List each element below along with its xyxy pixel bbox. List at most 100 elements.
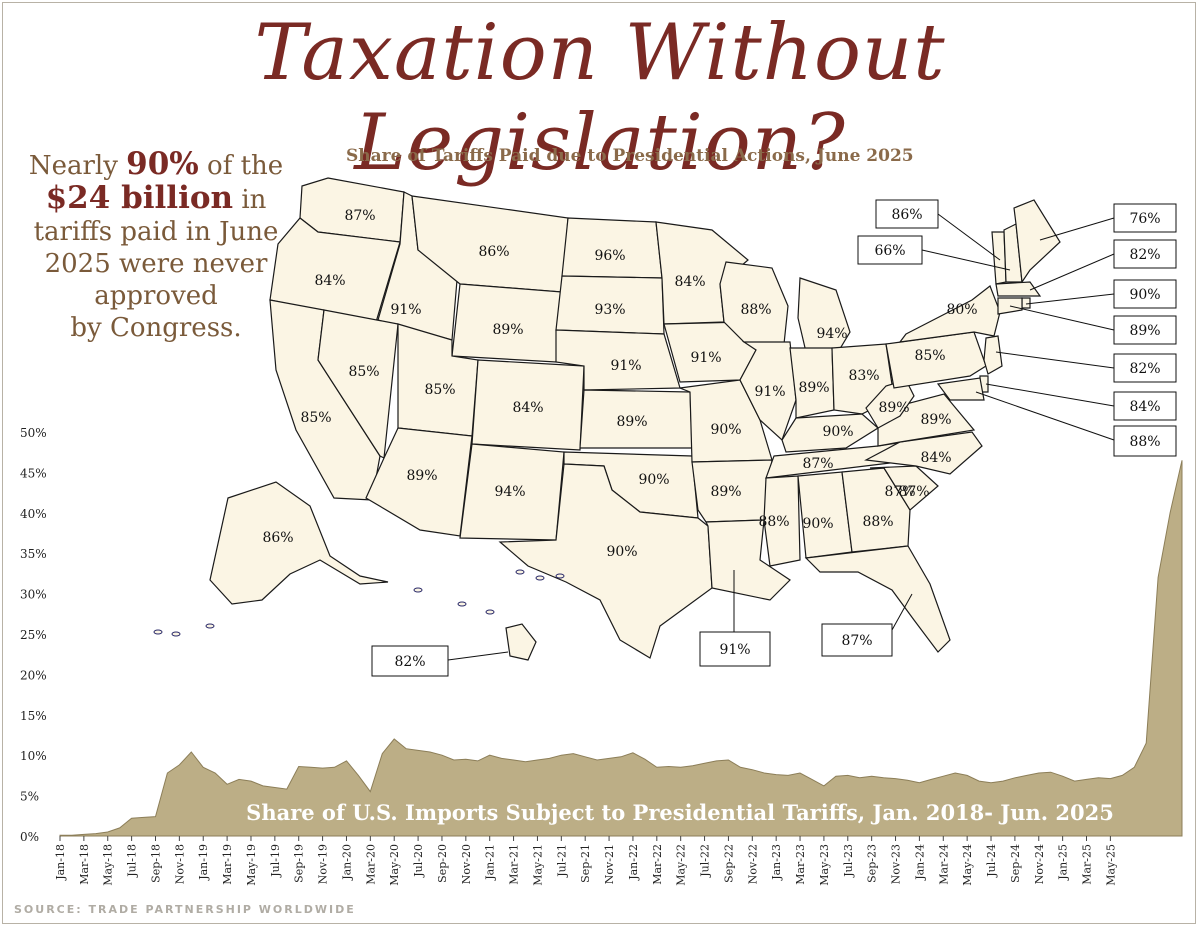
state-in [789, 347, 835, 419]
value-box-md [1113, 425, 1177, 457]
state-co [471, 359, 585, 451]
island-shape [485, 609, 495, 615]
state-value-tn: 87% [802, 456, 833, 472]
state-value-nm: 94% [494, 484, 525, 500]
island-shape [515, 569, 525, 575]
value-box-nh [857, 235, 923, 265]
island-shape [205, 623, 215, 629]
callout-line1-bold: 90% [126, 146, 199, 182]
state-value-ia: 91% [690, 350, 721, 366]
leader-line-ri [1025, 293, 1115, 305]
page-title: Taxation Without Legislation? [254, 8, 946, 188]
state-value-va: 89% [920, 412, 951, 428]
state-value-pa: 85% [914, 348, 945, 364]
state-value-me: 76% [1129, 211, 1160, 227]
state-me [1013, 199, 1061, 284]
state-value-oh: 83% [848, 368, 879, 384]
state-value-co: 84% [512, 400, 543, 416]
state-hi [505, 623, 537, 661]
state-value-ga: 88% [862, 514, 893, 530]
state-value-az: 89% [406, 468, 437, 484]
callout-line2-bold: $24 billion [45, 180, 234, 216]
callout-line1-pre: Nearly [28, 151, 127, 181]
callout-line1-post: of the [198, 151, 284, 181]
callout-line4: 2025 were never [44, 249, 268, 279]
state-value-fl: 87% [841, 633, 872, 649]
state-value-in: 89% [798, 380, 829, 396]
state-value-ut: 85% [424, 382, 455, 398]
leader-line-ct [1009, 305, 1115, 331]
value-box-de [1113, 391, 1177, 421]
state-ri [1021, 297, 1031, 309]
state-ky [781, 413, 880, 453]
state-value-ak: 86% [262, 530, 293, 546]
state-value-ky: 90% [822, 424, 853, 440]
state-value-la: 91% [719, 642, 750, 658]
state-value-nv: 85% [348, 364, 379, 380]
state-value-mn: 84% [674, 274, 705, 290]
state-value-vt: 86% [891, 207, 922, 223]
state-value-al: 90% [802, 516, 833, 532]
leader-line-md [975, 391, 1115, 441]
island-shape [457, 601, 467, 607]
state-value-mi: 94% [816, 326, 847, 342]
state-ny [898, 285, 1001, 343]
leader-line-me [1039, 217, 1115, 241]
state-value-wi: 88% [740, 302, 771, 318]
leader-line-hi [447, 651, 509, 661]
state-value-sd: 93% [594, 302, 625, 318]
island-shape [535, 575, 545, 581]
value-box-ct [1113, 315, 1177, 345]
leader-line-vt [937, 213, 1001, 261]
leader-line-ma [1029, 253, 1115, 291]
callout-line3: tariffs paid in June [33, 217, 279, 247]
state-value-ri: 90% [1129, 287, 1160, 303]
state-value-nc: 84% [920, 450, 951, 466]
state-value-ks: 89% [616, 414, 647, 430]
state-value-wa: 87% [344, 208, 375, 224]
state-wv [865, 379, 915, 429]
state-value-ok: 90% [638, 472, 669, 488]
state-value-wv: 89% [878, 400, 909, 416]
state-md [936, 377, 985, 401]
state-value-mo: 90% [710, 422, 741, 438]
state-value-ne: 91% [610, 358, 641, 374]
state-nj [983, 335, 1003, 375]
state-ak [209, 481, 389, 605]
value-box-ri [1113, 279, 1177, 309]
state-value-hi: 82% [394, 654, 425, 670]
leader-line-de [985, 383, 1115, 407]
map-title: Share of Tariffs Paid due to Presidentia… [346, 146, 914, 166]
state-value-or: 84% [314, 273, 345, 289]
state-value-ca: 85% [300, 410, 331, 426]
value-box-ma [1113, 239, 1177, 269]
state-value-nd: 96% [594, 248, 625, 264]
state-value-nh: 66% [874, 243, 905, 259]
state-value-mt: 86% [478, 244, 509, 260]
callout-line6: by Congress. [70, 313, 242, 343]
island-shape [171, 631, 181, 637]
value-box-vt [875, 199, 939, 229]
callout-line2-post: in [233, 185, 267, 215]
state-ma [995, 281, 1042, 297]
callout-line5: approved [94, 281, 218, 311]
island-shape [153, 629, 163, 635]
source-note: Source: Trade Partnership Worldwide [14, 903, 356, 916]
state-value-id: 91% [390, 302, 421, 318]
leader-line-nh [921, 249, 1011, 271]
state-value-de: 84% [1129, 399, 1160, 415]
state-value-ar: 89% [710, 484, 741, 500]
state-value-nj: 82% [1129, 361, 1160, 377]
state-value-ct: 89% [1129, 323, 1160, 339]
state-value-ny: 80% [946, 302, 977, 318]
state-value-sc: 87% [884, 484, 915, 500]
state-value-il: 91% [754, 384, 785, 400]
state-value-md: 88% [1129, 434, 1160, 450]
state-value-ma: 82% [1129, 247, 1160, 263]
leader-line-nj [995, 351, 1115, 369]
value-box-nj [1113, 353, 1177, 383]
state-value-ms: 88% [758, 514, 789, 530]
island-shape [555, 573, 565, 579]
callout-text: Nearly 90% of the $24 billion in tariffs… [14, 148, 298, 344]
